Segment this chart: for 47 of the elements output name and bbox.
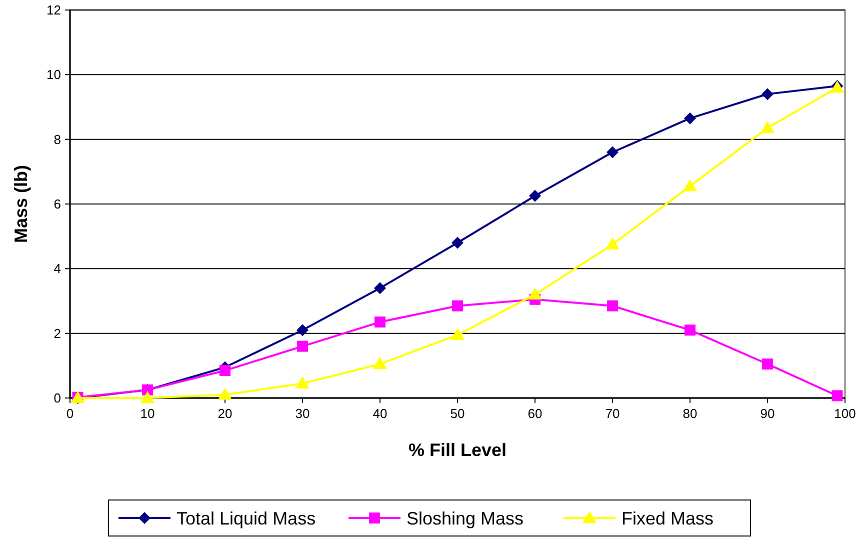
point	[140, 391, 154, 403]
point	[374, 316, 386, 328]
point	[297, 340, 308, 352]
y-tick-label: 10	[46, 67, 61, 82]
legend-label: Sloshing Mass	[406, 508, 524, 528]
point	[762, 88, 774, 100]
point	[452, 236, 464, 249]
y-tick-label: 2	[54, 326, 61, 341]
point	[683, 179, 697, 192]
x-tick-label: 40	[372, 406, 388, 421]
x-tick-label: 20	[218, 406, 232, 421]
point	[529, 190, 541, 202]
point	[373, 357, 387, 370]
y-axis-title: Mass (lb)	[11, 164, 31, 244]
point	[450, 328, 464, 340]
x-tick-label: 100	[834, 406, 856, 421]
x-tick-label: 60	[528, 406, 542, 421]
legend-label: Fixed Mass	[622, 508, 714, 528]
point	[684, 324, 696, 336]
y-tick-label: 12	[46, 2, 61, 18]
point	[296, 376, 310, 388]
x-tick-label: 90	[760, 406, 775, 421]
point	[684, 112, 696, 124]
y-tick-label: 6	[54, 196, 61, 212]
point	[606, 146, 618, 158]
y-tick-label: 0	[54, 390, 61, 406]
point	[607, 300, 618, 312]
legend-label: Total Liquid Mass	[176, 508, 316, 528]
point	[218, 388, 232, 400]
x-tick-label: 80	[682, 406, 698, 421]
point	[832, 390, 843, 402]
x-tick-label: 0	[66, 406, 74, 421]
x-axis-title: % Fill Level	[408, 440, 507, 460]
x-tick-label: 70	[605, 406, 620, 421]
point	[528, 288, 542, 300]
point	[374, 282, 386, 294]
y-tick-label: 8	[54, 132, 61, 147]
point	[452, 300, 463, 312]
point	[760, 121, 774, 134]
x-tick-label: 50	[450, 406, 465, 421]
point	[296, 324, 308, 336]
y-tick-label: 4	[54, 261, 61, 276]
point	[762, 358, 773, 370]
point	[220, 365, 230, 376]
x-tick-label: 30	[295, 406, 310, 421]
point	[606, 237, 620, 250]
x-tick-label: 10	[140, 406, 155, 421]
